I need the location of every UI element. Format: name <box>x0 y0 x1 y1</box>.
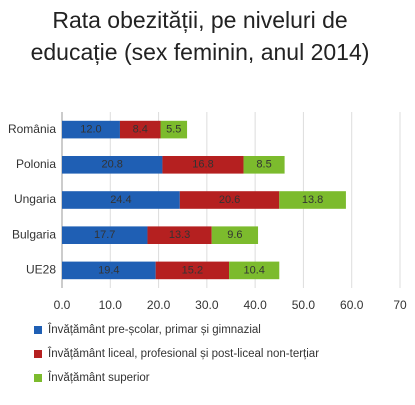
value-label: 20.6 <box>219 194 240 206</box>
bar-segment <box>62 191 180 209</box>
value-label: 10.4 <box>243 264 264 276</box>
value-label: 15.2 <box>182 264 203 276</box>
value-label: 12.0 <box>80 124 101 136</box>
value-label: 24.4 <box>110 194 131 206</box>
legend-swatch <box>34 350 42 358</box>
bar-segment <box>211 226 259 244</box>
value-label: 8.4 <box>133 124 148 136</box>
x-tick-label: 70 <box>393 298 407 312</box>
x-tick-label: 30.0 <box>195 298 219 312</box>
value-label: 5.5 <box>166 124 181 136</box>
y-tick-label: UE28 <box>26 263 56 277</box>
value-label: 17.7 <box>94 229 115 241</box>
bar-segment <box>62 156 163 174</box>
value-label: 9.6 <box>227 229 242 241</box>
legend-label: Învățământ superior <box>47 371 150 384</box>
bar-segment <box>147 226 212 244</box>
bar-segment <box>62 261 156 280</box>
legend-label: Învățământ pre-școlar, primar și gimnazi… <box>47 323 261 336</box>
legend-label: Învățământ liceal, profesional și post-l… <box>47 347 319 360</box>
value-label: 16.8 <box>192 159 213 171</box>
bar-segment <box>155 261 230 280</box>
x-tick-label: 40.0 <box>243 298 267 312</box>
value-label: 8.5 <box>256 159 271 171</box>
legend-swatch <box>34 374 42 382</box>
bar-segment <box>243 156 285 174</box>
x-tick-label: 0.0 <box>54 298 71 312</box>
bar-segment <box>119 120 161 139</box>
value-label: 19.4 <box>98 264 119 276</box>
legend-swatch <box>34 326 42 334</box>
value-label: 20.8 <box>102 159 123 171</box>
x-tick-label: 20.0 <box>147 298 171 312</box>
chart-title: Rata obezității, pe niveluri de educație… <box>30 7 370 65</box>
bar-segment <box>62 226 148 244</box>
y-tick-label: Polonia <box>16 157 56 171</box>
y-tick-label: Ungaria <box>14 192 56 206</box>
value-label: 13.8 <box>302 194 323 206</box>
bar-segment <box>62 120 120 139</box>
bar-segment <box>279 191 346 209</box>
bar-segment <box>179 191 280 209</box>
bar-segment <box>162 156 244 174</box>
value-label: 13.3 <box>169 229 190 241</box>
y-tick-label: România <box>8 122 56 136</box>
bar-segment <box>160 120 188 139</box>
x-tick-label: 60.0 <box>340 298 364 312</box>
x-tick-label: 50.0 <box>292 298 316 312</box>
x-tick-label: 10.0 <box>99 298 123 312</box>
bar-segment <box>229 261 280 280</box>
y-tick-label: Bulgaria <box>12 227 56 241</box>
